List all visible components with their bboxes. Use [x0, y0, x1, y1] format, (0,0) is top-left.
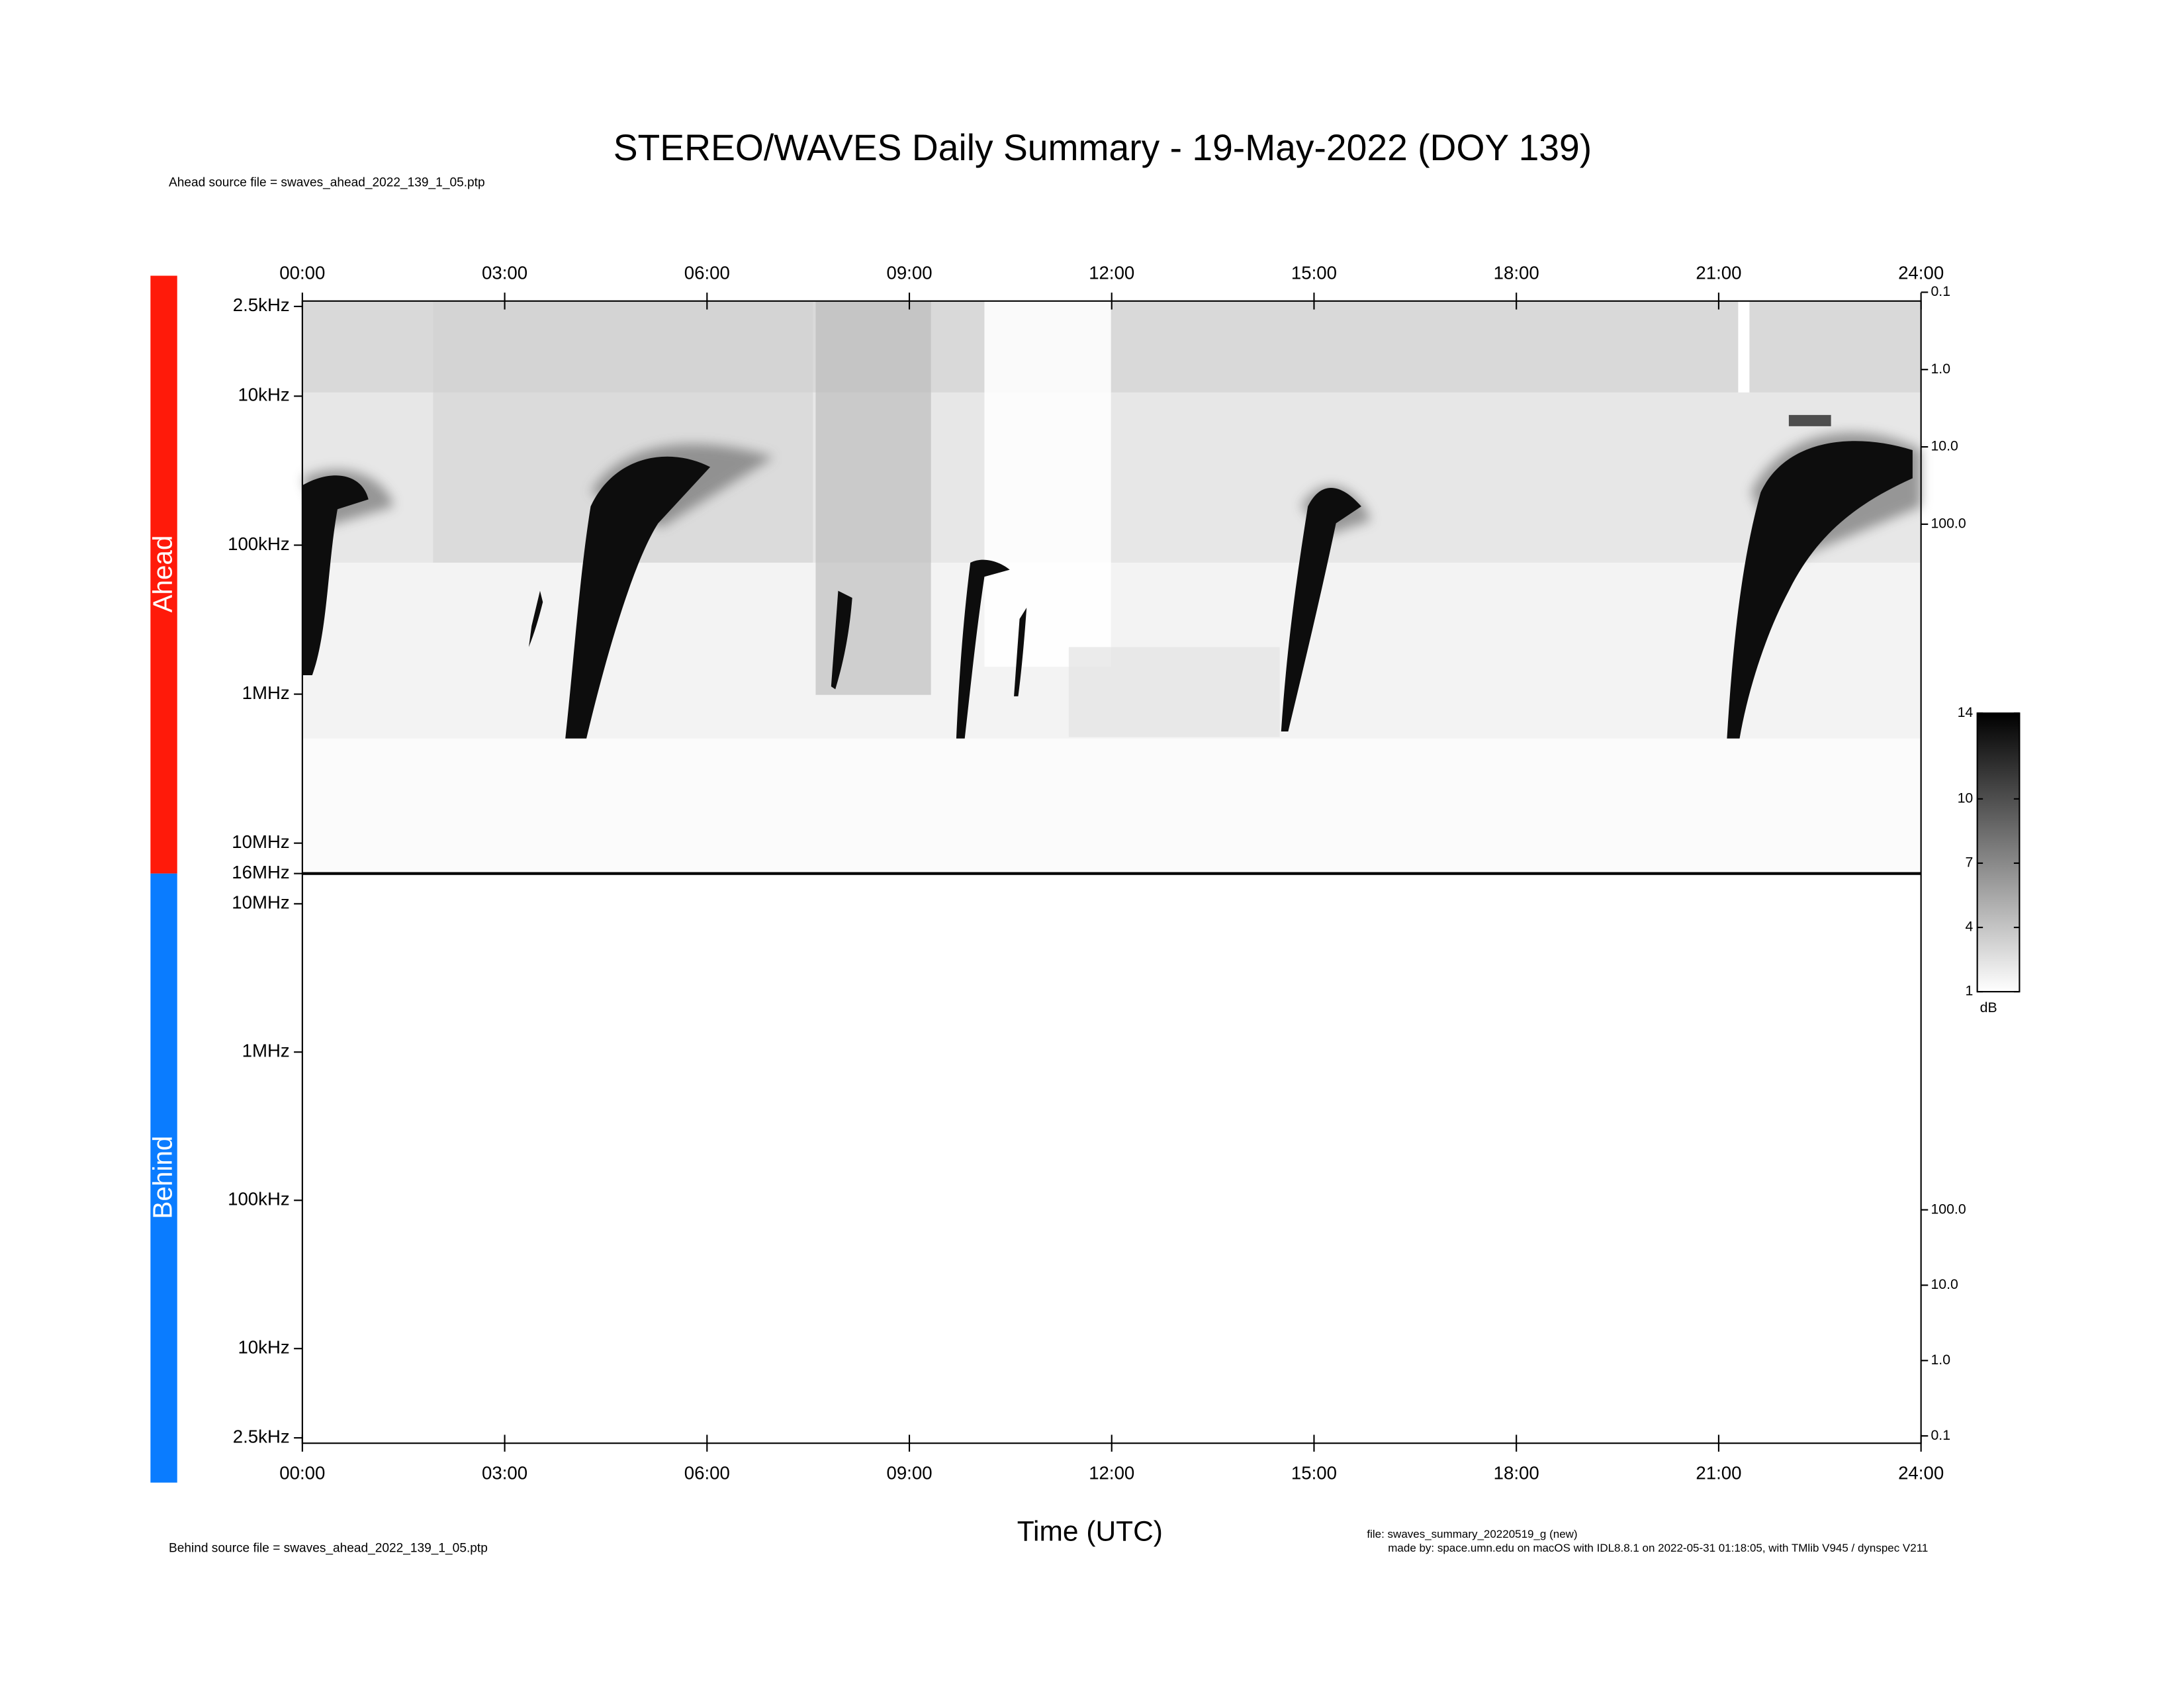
- x-tick-label: 09:00: [886, 263, 932, 283]
- x-tick-label: 06:00: [684, 1462, 730, 1483]
- y2-tick-label: 0.1: [1931, 283, 1951, 299]
- colorbar-tick-label: 1: [1965, 983, 1973, 999]
- title: STEREO/WAVES Daily Summary - 19-May-2022…: [614, 127, 1592, 168]
- x-tick-label: 12:00: [1089, 1462, 1134, 1483]
- y2-tick-label: 100.0: [1931, 1201, 1966, 1217]
- x-tick-label: 15:00: [1291, 1462, 1337, 1483]
- y2-tick-label: 1.0: [1931, 1352, 1951, 1368]
- x-tick-label: 24:00: [1898, 263, 1944, 283]
- y-tick-label: 100kHz: [228, 534, 290, 554]
- colorbar-tick-label: 4: [1965, 919, 1973, 935]
- colorbar-tick-label: 7: [1965, 855, 1973, 870]
- x-tick-label: 24:00: [1898, 1462, 1944, 1483]
- spectrogram-image: [302, 301, 1921, 874]
- x-tick-label: 21:00: [1696, 263, 1741, 283]
- footer-note: made by: space.umn.edu on macOS with IDL…: [1388, 1542, 1928, 1554]
- x-tick-label: 18:00: [1494, 263, 1539, 283]
- x-tick-label: 21:00: [1696, 1462, 1741, 1483]
- y-tick-label: 10MHz: [232, 892, 289, 913]
- y-tick-label: 10kHz: [238, 1337, 289, 1358]
- y2-tick-label: 0.1: [1931, 1427, 1951, 1443]
- y2-tick-label: 10.0: [1931, 1276, 1958, 1292]
- colorbar-tick-label: 14: [1958, 704, 1974, 720]
- x-tick-label: 06:00: [684, 263, 730, 283]
- panel-bar: [150, 873, 177, 1483]
- x-tick-label: 00:00: [279, 263, 325, 283]
- y-tick-label: 100kHz: [228, 1189, 290, 1209]
- y-tick-label: 10kHz: [238, 385, 289, 405]
- source-note: Ahead source file = swaves_ahead_2022_13…: [169, 175, 485, 189]
- colorbar-tick-label: 10: [1958, 790, 1974, 806]
- y-tick-label: 16MHz: [232, 862, 289, 882]
- x-tick-label: 00:00: [279, 1462, 325, 1483]
- x-tick-label: 03:00: [482, 263, 527, 283]
- x-tick-label: 15:00: [1291, 263, 1337, 283]
- y-tick-label: 1MHz: [242, 682, 290, 703]
- x-tick-label: 12:00: [1089, 263, 1134, 283]
- x-tick-label: 18:00: [1494, 1462, 1539, 1483]
- y-tick-label: 2.5kHz: [233, 1426, 290, 1446]
- y-tick-label: 10MHz: [232, 831, 289, 852]
- y-tick-label: 2.5kHz: [233, 295, 290, 315]
- y2-tick-label: 10.0: [1931, 438, 1958, 454]
- panel-label: Behind: [147, 1136, 177, 1219]
- y2-tick-label: 100.0: [1931, 515, 1966, 531]
- y2-tick-label: 1.0: [1931, 361, 1951, 377]
- colorbar-label: dB: [1980, 1000, 1997, 1015]
- panel-bar: [150, 275, 177, 874]
- y-tick-label: 1MHz: [242, 1041, 290, 1061]
- source-note: Behind source file = swaves_ahead_2022_1…: [169, 1542, 488, 1556]
- panel-label: Ahead: [147, 536, 177, 613]
- x-axis-label: Time (UTC): [1017, 1516, 1163, 1547]
- footer-note: file: swaves_summary_20220519_g (new): [1367, 1528, 1577, 1540]
- x-tick-label: 03:00: [482, 1462, 527, 1483]
- x-tick-label: 09:00: [886, 1462, 932, 1483]
